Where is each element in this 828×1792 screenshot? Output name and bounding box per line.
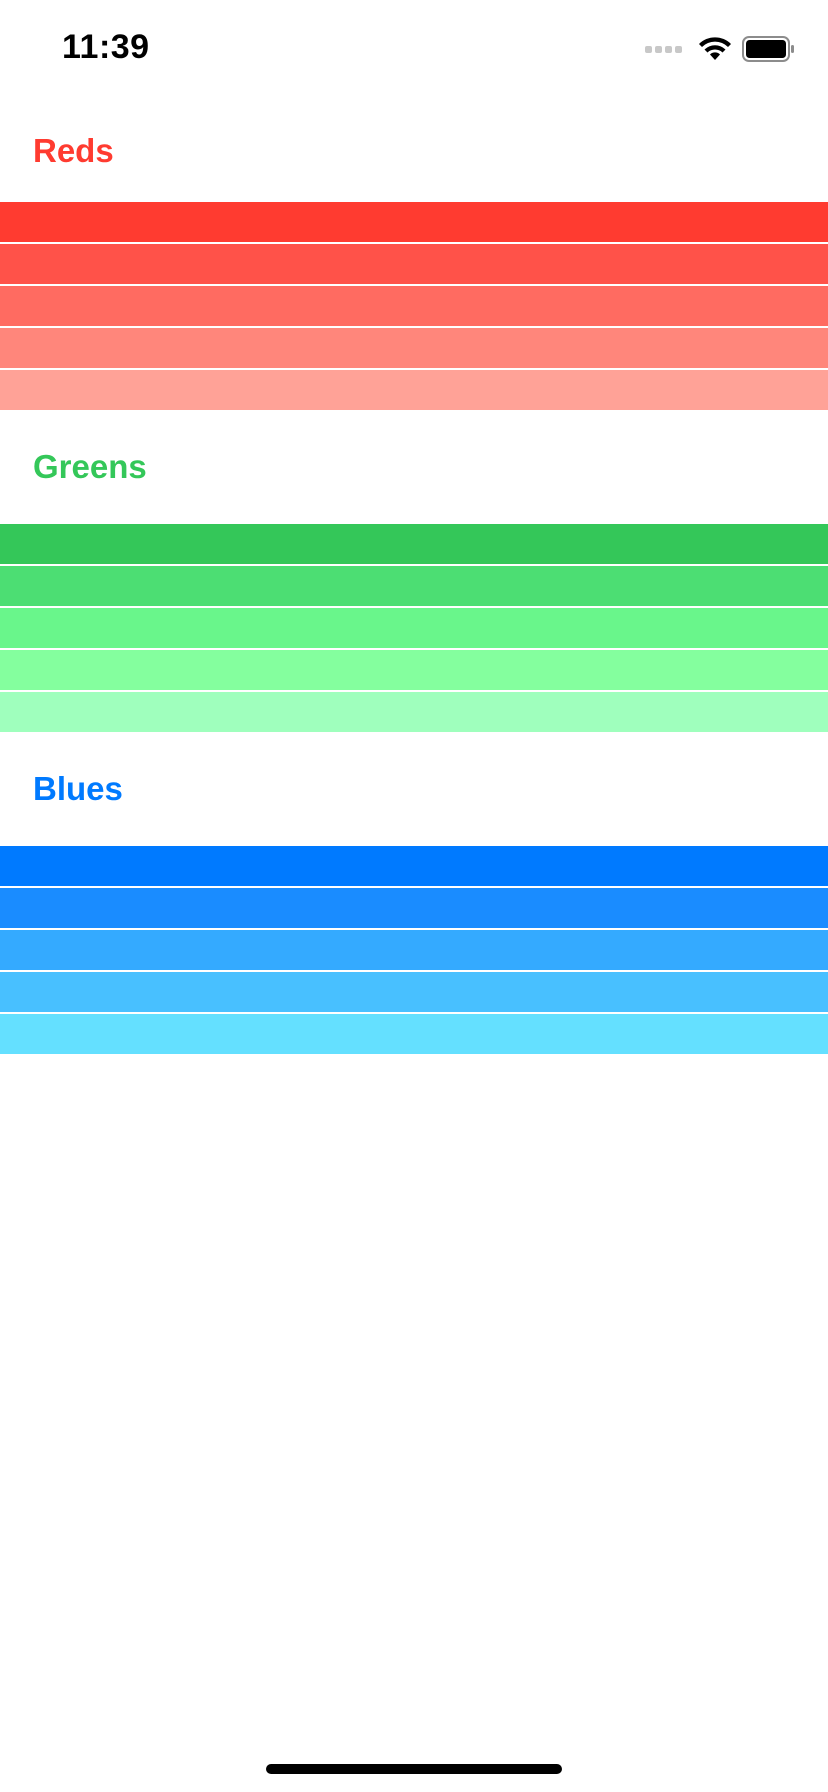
cellular-signal-icon (645, 45, 682, 53)
swatch-list-blues (0, 846, 828, 1054)
status-icons (645, 34, 796, 64)
color-swatch[interactable] (0, 286, 828, 328)
color-list: Reds Greens Blues (0, 100, 828, 1054)
color-swatch[interactable] (0, 692, 828, 732)
home-indicator[interactable] (266, 1764, 562, 1774)
color-swatch[interactable] (0, 1014, 828, 1054)
status-time: 11:39 (62, 28, 150, 66)
color-swatch[interactable] (0, 888, 828, 930)
color-swatch[interactable] (0, 566, 828, 608)
section-title: Blues (33, 770, 123, 807)
section-header-greens: Greens (0, 410, 828, 524)
section-blues: Blues (0, 732, 828, 1054)
section-header-blues: Blues (0, 732, 828, 846)
section-title: Greens (33, 448, 147, 485)
color-swatch[interactable] (0, 244, 828, 286)
color-swatch[interactable] (0, 930, 828, 972)
swatch-list-greens (0, 524, 828, 732)
section-title: Reds (33, 132, 114, 169)
color-swatch[interactable] (0, 608, 828, 650)
color-swatch[interactable] (0, 524, 828, 566)
color-swatch[interactable] (0, 370, 828, 410)
section-greens: Greens (0, 410, 828, 732)
section-reds: Reds (0, 100, 828, 410)
color-swatch[interactable] (0, 650, 828, 692)
battery-icon (742, 36, 794, 62)
color-swatch[interactable] (0, 846, 828, 888)
swatch-list-reds (0, 202, 828, 410)
color-swatch[interactable] (0, 328, 828, 370)
section-header-reds: Reds (0, 100, 828, 202)
status-bar: 11:39 (0, 0, 828, 100)
wifi-icon (699, 37, 731, 60)
color-swatch[interactable] (0, 202, 828, 244)
color-swatch[interactable] (0, 972, 828, 1014)
